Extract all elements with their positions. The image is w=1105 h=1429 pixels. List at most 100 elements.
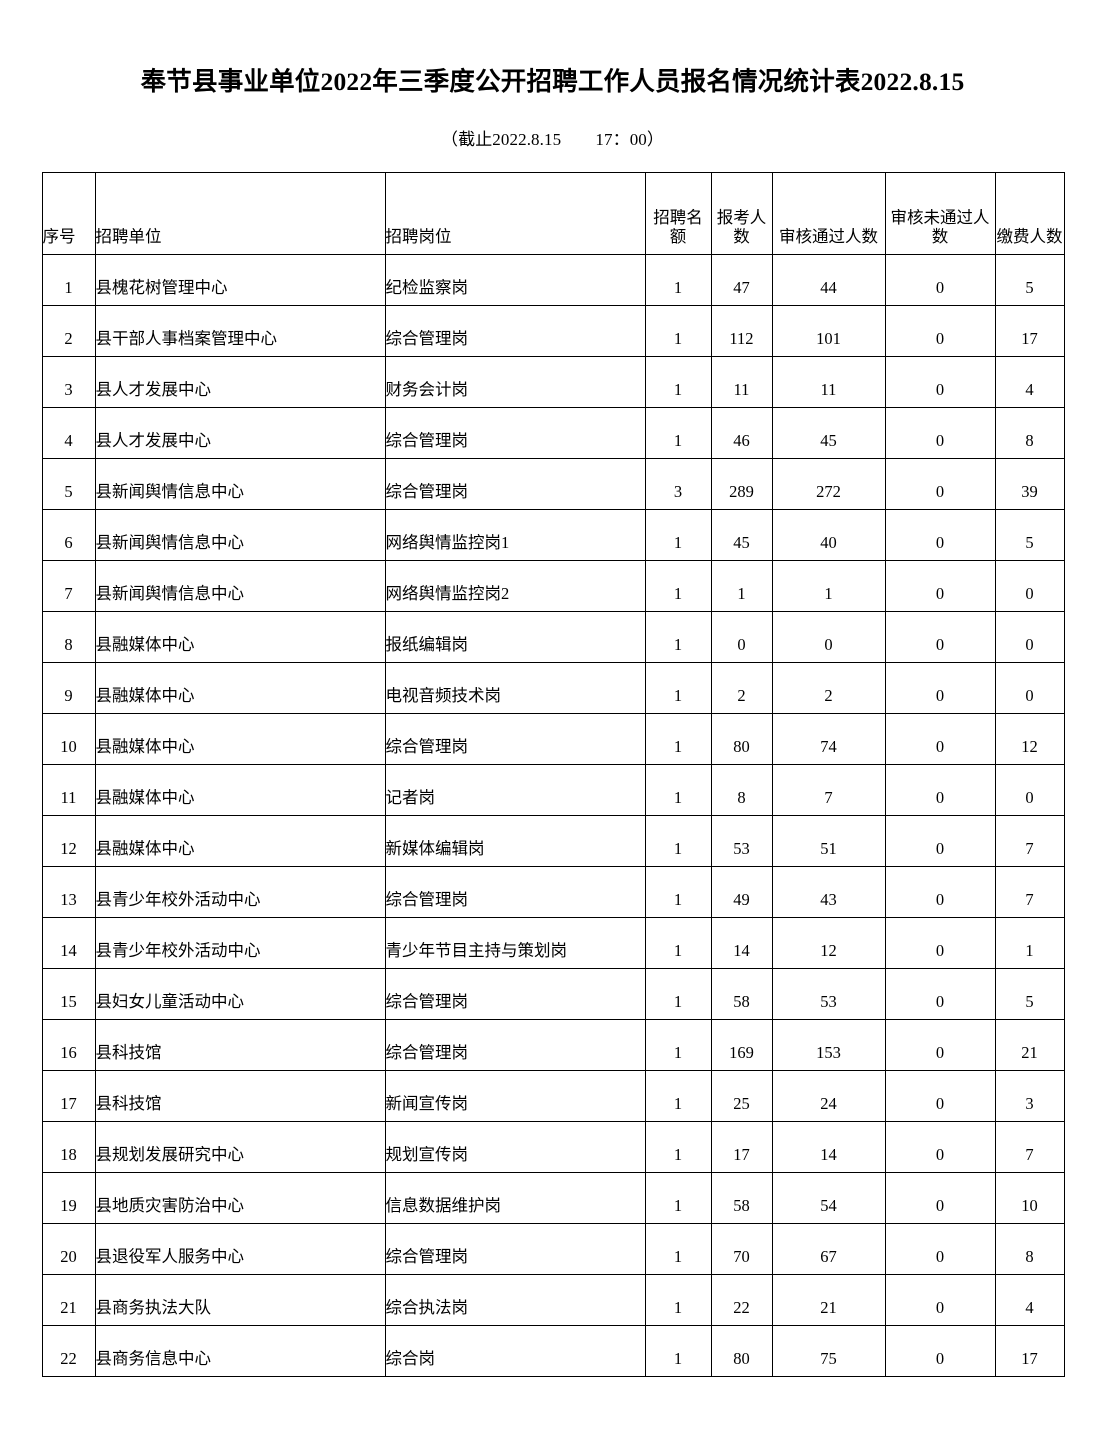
- cell-passed: 45: [771, 406, 886, 459]
- cell-paid: 12: [994, 712, 1065, 765]
- table-row: 18 县规划发展研究中心 规划宣传岗 1 17 14 0 7: [41, 1120, 1065, 1173]
- table-body: 1 县槐花树管理中心 纪检监察岗 1 47 44 0 5 2 县干部人事档案管理中心 综合管理岗 1 1…: [41, 253, 1065, 1377]
- cell-position: 综合管理岗: [384, 457, 646, 510]
- cell-unit: 县退役军人服务中心: [94, 1222, 386, 1275]
- cell-index: 10: [41, 712, 96, 765]
- cell-not-passed: 0: [884, 1324, 996, 1377]
- table-row: 4 县人才发展中心 综合管理岗 1 46 45 0 8: [41, 406, 1065, 459]
- cell-not-passed: 0: [884, 661, 996, 714]
- page-title: 奉节县事业单位2022年三季度公开招聘工作人员报名情况统计表2022.8.15: [140, 67, 965, 96]
- table-row: 15 县妇女儿童活动中心 综合管理岗 1 58 53 0 5: [41, 967, 1065, 1020]
- column-header-passed: 审核通过人数: [771, 171, 886, 255]
- table-row: 17 县科技馆 新闻宣传岗 1 25 24 0 3: [41, 1069, 1065, 1122]
- cell-quota: 1: [644, 610, 712, 663]
- column-header-applicants: 报考人数: [710, 171, 773, 255]
- table-row: 3 县人才发展中心 财务会计岗 1 11 11 0 4: [41, 355, 1065, 408]
- cell-quota: 1: [644, 1273, 712, 1326]
- cell-unit: 县干部人事档案管理中心: [94, 304, 386, 357]
- cell-unit: 县融媒体中心: [94, 814, 386, 867]
- cell-paid: 17: [994, 304, 1065, 357]
- cell-index: 1: [41, 253, 96, 306]
- cell-paid: 0: [994, 559, 1065, 612]
- cell-applicants: 1: [710, 559, 773, 612]
- cell-position: 网络舆情监控岗2: [384, 559, 646, 612]
- cell-passed: 272: [771, 457, 886, 510]
- cell-paid: 5: [994, 508, 1065, 561]
- cell-position: 综合管理岗: [384, 865, 646, 918]
- cell-passed: 40: [771, 508, 886, 561]
- table-row: 21 县商务执法大队 综合执法岗 1 22 21 0 4: [41, 1273, 1065, 1326]
- cell-quota: 1: [644, 1018, 712, 1071]
- cell-position: 财务会计岗: [384, 355, 646, 408]
- cell-paid: 10: [994, 1171, 1065, 1224]
- cell-index: 4: [41, 406, 96, 459]
- cell-applicants: 0: [710, 610, 773, 663]
- cell-not-passed: 0: [884, 1273, 996, 1326]
- cell-paid: 4: [994, 1273, 1065, 1326]
- cell-not-passed: 0: [884, 253, 996, 306]
- cell-paid: 0: [994, 610, 1065, 663]
- cell-index: 6: [41, 508, 96, 561]
- cell-unit: 县妇女儿童活动中心: [94, 967, 386, 1020]
- cell-index: 8: [41, 610, 96, 663]
- cell-unit: 县青少年校外活动中心: [94, 865, 386, 918]
- cell-paid: 8: [994, 406, 1065, 459]
- cell-applicants: 70: [710, 1222, 773, 1275]
- cell-index: 19: [41, 1171, 96, 1224]
- cell-unit: 县商务执法大队: [94, 1273, 386, 1326]
- cell-index: 22: [41, 1324, 96, 1377]
- cell-paid: 3: [994, 1069, 1065, 1122]
- cell-applicants: 22: [710, 1273, 773, 1326]
- cell-applicants: 49: [710, 865, 773, 918]
- cell-unit: 县人才发展中心: [94, 355, 386, 408]
- table-row: 22 县商务信息中心 综合岗 1 80 75 0 17: [41, 1324, 1065, 1377]
- cell-index: 16: [41, 1018, 96, 1071]
- cell-applicants: 2: [710, 661, 773, 714]
- cell-position: 综合管理岗: [384, 712, 646, 765]
- cell-position: 网络舆情监控岗1: [384, 508, 646, 561]
- column-header-not-passed: 审核未通过人数: [884, 171, 996, 255]
- cell-unit: 县槐花树管理中心: [94, 253, 386, 306]
- cell-paid: 5: [994, 253, 1065, 306]
- cell-index: 17: [41, 1069, 96, 1122]
- cell-position: 综合管理岗: [384, 967, 646, 1020]
- cell-paid: 7: [994, 1120, 1065, 1173]
- cell-index: 12: [41, 814, 96, 867]
- cell-not-passed: 0: [884, 916, 996, 969]
- cell-position: 新闻宣传岗: [384, 1069, 646, 1122]
- table-row: 14 县青少年校外活动中心 青少年节目主持与策划岗 1 14 12 0 1: [41, 916, 1065, 969]
- table-row: 12 县融媒体中心 新媒体编辑岗 1 53 51 0 7: [41, 814, 1065, 867]
- cell-index: 7: [41, 559, 96, 612]
- cell-index: 21: [41, 1273, 96, 1326]
- cell-passed: 54: [771, 1171, 886, 1224]
- cell-position: 记者岗: [384, 763, 646, 816]
- table-row: 11 县融媒体中心 记者岗 1 8 7 0 0: [41, 763, 1065, 816]
- cell-passed: 21: [771, 1273, 886, 1326]
- table-header-row: 序号 招聘单位 招聘岗位 招聘名额 报考人数 审核通过人数 审核未通过人数 缴费…: [41, 171, 1065, 255]
- cell-passed: 44: [771, 253, 886, 306]
- cell-paid: 7: [994, 865, 1065, 918]
- cell-applicants: 112: [710, 304, 773, 357]
- cell-quota: 1: [644, 661, 712, 714]
- cell-position: 综合岗: [384, 1324, 646, 1377]
- cell-quota: 1: [644, 1222, 712, 1275]
- cell-passed: 43: [771, 865, 886, 918]
- cell-position: 青少年节目主持与策划岗: [384, 916, 646, 969]
- cell-not-passed: 0: [884, 457, 996, 510]
- cell-applicants: 80: [710, 712, 773, 765]
- cell-index: 14: [41, 916, 96, 969]
- cell-paid: 1: [994, 916, 1065, 969]
- cell-position: 新媒体编辑岗: [384, 814, 646, 867]
- cell-passed: 67: [771, 1222, 886, 1275]
- column-header-index: 序号: [41, 171, 96, 255]
- cell-not-passed: 0: [884, 610, 996, 663]
- cell-unit: 县人才发展中心: [94, 406, 386, 459]
- cell-passed: 101: [771, 304, 886, 357]
- cell-position: 综合管理岗: [384, 1222, 646, 1275]
- cell-position: 纪检监察岗: [384, 253, 646, 306]
- cell-unit: 县商务信息中心: [94, 1324, 386, 1377]
- cell-passed: 2: [771, 661, 886, 714]
- cell-not-passed: 0: [884, 508, 996, 561]
- cell-position: 综合管理岗: [384, 406, 646, 459]
